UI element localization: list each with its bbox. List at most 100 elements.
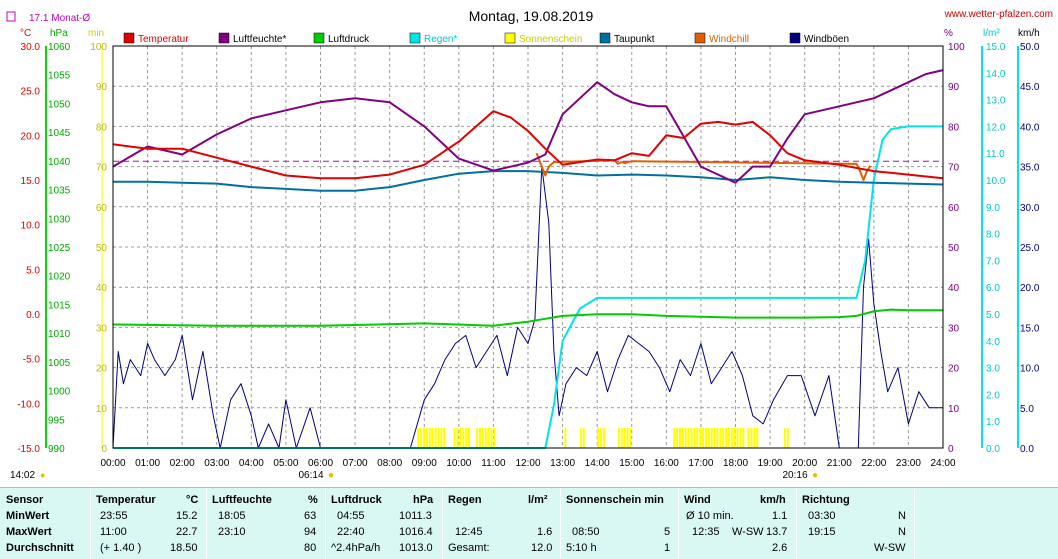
legend: Temperatur Luftfeuchte* Luftdruck Regen* Son… bbox=[123, 32, 849, 45]
sun-icon: ● bbox=[40, 470, 45, 480]
sunshine-bar bbox=[481, 427, 484, 448]
tick-sunshine: 80 bbox=[96, 122, 108, 133]
sunshine-bar bbox=[753, 427, 756, 448]
tick-pressure: 1000 bbox=[48, 387, 71, 398]
sunshine-bar bbox=[456, 427, 459, 448]
hdr-wind: Wind bbox=[684, 494, 711, 506]
sunset-marker: 20:16 ● bbox=[782, 470, 818, 481]
legend-label: Luftfeuchte* bbox=[233, 34, 286, 45]
legend-swatch bbox=[123, 32, 135, 44]
plot-frame bbox=[112, 45, 944, 449]
hdr-rain: Regen bbox=[448, 494, 482, 506]
tick-time: 24:00 bbox=[930, 458, 955, 469]
hdr-wind-unit: km/h bbox=[760, 494, 786, 506]
tick-time: 16:00 bbox=[654, 458, 679, 469]
sunshine-bar bbox=[690, 427, 693, 448]
hdr-temp-unit: °C bbox=[186, 494, 199, 506]
series-temperatur bbox=[112, 110, 944, 180]
hdr-hum: Luftfeuchte bbox=[212, 494, 272, 506]
hdr-hum-unit: % bbox=[308, 494, 318, 506]
tick-pressure: 1025 bbox=[48, 243, 71, 254]
sunshine-bar bbox=[676, 427, 679, 448]
sunshine-bar bbox=[443, 427, 446, 448]
tick-time: 23:00 bbox=[896, 458, 921, 469]
hdr-temp: Temperatur bbox=[96, 494, 156, 506]
tick-time: 19:00 bbox=[758, 458, 783, 469]
tick-temp: 0.0 bbox=[26, 310, 40, 321]
min-dir-val: N bbox=[898, 510, 906, 522]
tick-pressure: 1040 bbox=[48, 157, 71, 168]
legend-swatch bbox=[313, 32, 325, 44]
sunshine-bar bbox=[727, 427, 730, 448]
tick-sunshine: 10 bbox=[96, 404, 108, 415]
series-lines bbox=[112, 69, 944, 449]
axis-ticks: 30.0 25.0 20.0 15.0 10.0 5.0 0.0 -5.0 -10.0 -15.0… bbox=[17, 42, 1040, 469]
tick-time: 14:00 bbox=[585, 458, 610, 469]
sunshine-bar bbox=[423, 427, 426, 448]
min-hum-time: 18:05 bbox=[218, 510, 246, 522]
series-regen bbox=[113, 125, 943, 449]
tick-humidity: 100 bbox=[948, 42, 965, 53]
hdr-dir: Richtung bbox=[802, 494, 850, 506]
tick-time: 20:00 bbox=[792, 458, 817, 469]
tick-pressure: 1015 bbox=[48, 300, 71, 311]
max-wind-val: 13.7 bbox=[766, 526, 788, 538]
sunshine-bar bbox=[493, 427, 496, 448]
tick-rain: 3.0 bbox=[986, 364, 1000, 375]
tick-rain: 0.0 bbox=[986, 444, 1000, 455]
sunshine-bar bbox=[465, 427, 468, 448]
unit-celsius: °C bbox=[20, 28, 31, 39]
tick-temp: 20.0 bbox=[21, 131, 41, 142]
sunshine-bar bbox=[696, 427, 699, 448]
tick-temp: 10.0 bbox=[21, 221, 41, 232]
max-sun-time: 08:50 bbox=[572, 526, 600, 538]
sunshine-bar bbox=[730, 427, 733, 448]
min-hum-val: 63 bbox=[304, 510, 317, 522]
axis-backgrounds bbox=[45, 46, 1019, 448]
tick-sunshine: 90 bbox=[96, 82, 108, 93]
min-press-time: 04:55 bbox=[337, 510, 365, 522]
avg-rain-label: Gesamt: bbox=[448, 542, 490, 554]
sunshine-bar bbox=[437, 427, 440, 448]
tick-humidity: 30 bbox=[948, 323, 960, 334]
series-luftfeuchte bbox=[112, 69, 944, 184]
unit-percent: % bbox=[944, 28, 953, 39]
chart-title: Montag, 19.08.2019 bbox=[469, 8, 594, 24]
max-sun-val: 5 bbox=[664, 526, 671, 538]
sunshine-bar bbox=[626, 427, 629, 448]
site-link[interactable]: www.wetter-pfalzen.com bbox=[944, 9, 1053, 20]
grid bbox=[112, 46, 944, 448]
legend-swatch bbox=[409, 32, 421, 44]
tick-time: 21:00 bbox=[827, 458, 852, 469]
sunshine-bar bbox=[687, 427, 690, 448]
month-avg-label: 17.1 Monat-Ø bbox=[29, 13, 90, 24]
unit-min: min bbox=[88, 28, 104, 39]
sunshine-bar bbox=[417, 427, 420, 448]
tick-wind: 15.0 bbox=[1020, 323, 1040, 334]
sunshine-bar bbox=[707, 427, 710, 448]
unit-hpa: hPa bbox=[50, 28, 68, 39]
tick-humidity: 20 bbox=[948, 364, 960, 375]
tick-pressure: 990 bbox=[48, 444, 65, 455]
tick-rain: 4.0 bbox=[986, 337, 1000, 348]
avg-temp-dev: (+ 1.40 ) bbox=[100, 542, 142, 554]
sunshine-bar bbox=[739, 427, 742, 448]
max-rain-val: 1.6 bbox=[537, 526, 553, 538]
tick-pressure: 1030 bbox=[48, 214, 71, 225]
unit-kmh: km/h bbox=[1018, 28, 1040, 39]
legend-swatch bbox=[504, 32, 516, 44]
sunshine-bar bbox=[479, 427, 482, 448]
sunshine-bar bbox=[597, 427, 600, 448]
sunshine-bar bbox=[582, 427, 585, 448]
tick-sunshine: 100 bbox=[90, 42, 107, 53]
max-dir-val: N bbox=[898, 526, 906, 538]
tick-humidity: 80 bbox=[948, 122, 960, 133]
legend-label: Sonnenschein bbox=[519, 34, 582, 45]
sunshine-bar bbox=[783, 427, 786, 448]
tick-time: 17:00 bbox=[688, 458, 713, 469]
min-dir-time: 03:30 bbox=[808, 510, 836, 522]
avg-rain-val: 12.0 bbox=[531, 542, 553, 554]
sunshine-bar bbox=[600, 427, 603, 448]
avg-dir-val: W-SW bbox=[874, 542, 906, 554]
sunshine-bar bbox=[440, 427, 443, 448]
